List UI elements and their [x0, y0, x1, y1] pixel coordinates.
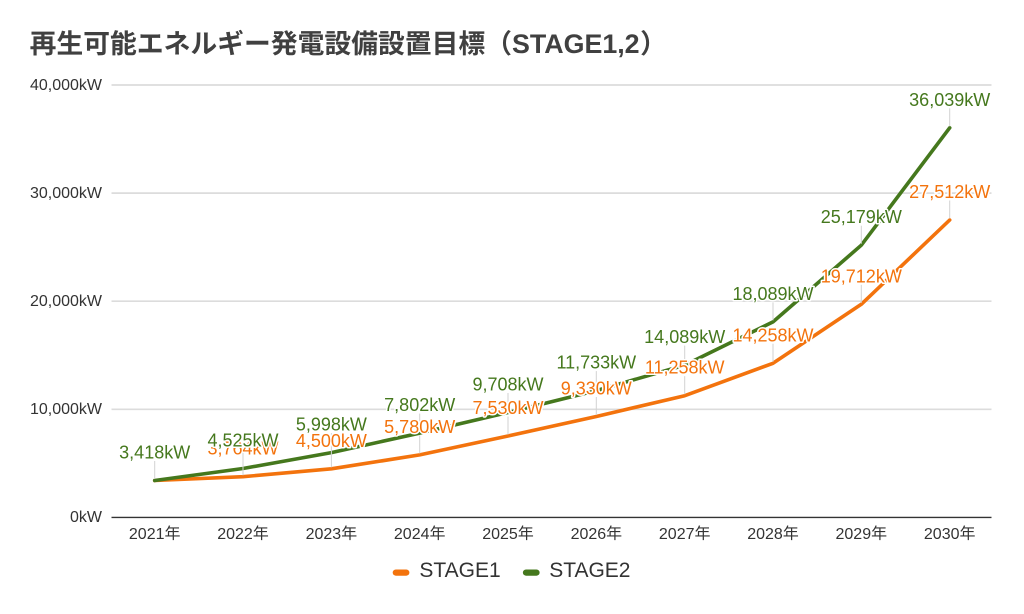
svg-text:11,733kW: 11,733kW [556, 353, 636, 373]
svg-text:STAGE1: STAGE1 [419, 559, 500, 582]
svg-text:3,764kW: 3,764kW [207, 439, 278, 459]
svg-text:2029: 2029 [836, 526, 872, 543]
svg-text:9,330kW: 9,330kW [561, 379, 632, 399]
svg-text:5,998kW: 5,998kW [296, 415, 367, 435]
svg-text:2021: 2021 [129, 526, 165, 543]
svg-text:19,712kW: 19,712kW [821, 266, 902, 286]
svg-text:14,089kW: 14,089kW [644, 327, 725, 347]
svg-text:2022: 2022 [217, 526, 253, 543]
svg-text:0kW: 0kW [70, 509, 103, 526]
svg-text:STAGE1,2: STAGE1,2 [512, 29, 640, 59]
svg-text:2024: 2024 [394, 526, 430, 543]
svg-text:7,530kW: 7,530kW [472, 398, 543, 418]
svg-text:27,512kW: 27,512kW [909, 182, 990, 202]
svg-text:40,000kW: 40,000kW [30, 77, 103, 94]
svg-text:18,089kW: 18,089kW [732, 284, 813, 304]
svg-text:9,708kW: 9,708kW [472, 375, 543, 395]
svg-text:2025: 2025 [482, 526, 518, 543]
svg-text:36,039kW: 36,039kW [909, 90, 990, 110]
svg-text:4,525kW: 4,525kW [207, 431, 278, 451]
svg-text:2026: 2026 [571, 526, 607, 543]
svg-text:30,000kW: 30,000kW [30, 185, 103, 202]
svg-text:2030: 2030 [924, 526, 960, 543]
svg-text:11,258kW: 11,258kW [645, 358, 725, 378]
svg-text:20,000kW: 20,000kW [30, 293, 103, 310]
svg-text:14,258kW: 14,258kW [732, 325, 813, 345]
svg-text:7,802kW: 7,802kW [384, 395, 455, 415]
svg-text:2027: 2027 [659, 526, 695, 543]
svg-text:10,000kW: 10,000kW [30, 401, 103, 418]
svg-text:4,500kW: 4,500kW [296, 431, 367, 451]
svg-text:2023: 2023 [306, 526, 342, 543]
svg-text:2028: 2028 [747, 526, 783, 543]
svg-text:25,179kW: 25,179kW [821, 207, 902, 227]
svg-text:5,780kW: 5,780kW [384, 417, 455, 437]
svg-text:STAGE2: STAGE2 [549, 559, 630, 582]
svg-text:3,418kW: 3,418kW [119, 443, 190, 463]
